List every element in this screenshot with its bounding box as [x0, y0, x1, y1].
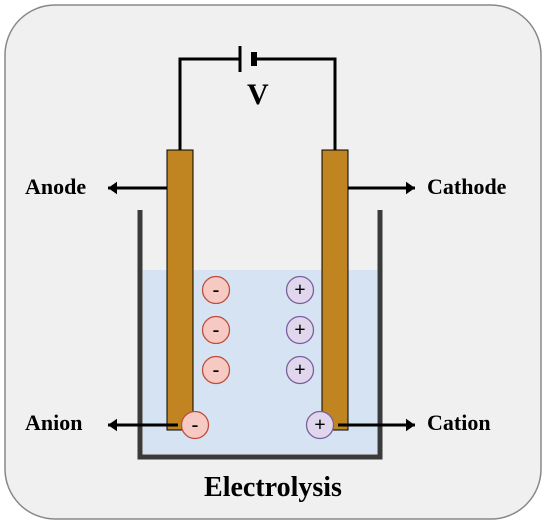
electrolysis-diagram: - - - - + + + + Anode Cathode Anion Cation V El…	[0, 0, 546, 524]
anion-ion-1-sign: -	[213, 319, 220, 341]
cation-ion-1-sign: +	[294, 319, 305, 341]
anode-label: Anode	[25, 174, 86, 200]
diagram-svg: - - - - + + + +	[0, 0, 546, 524]
cathode-label: Cathode	[427, 174, 506, 200]
anion-label: Anion	[25, 410, 82, 436]
cation-ion-2-sign: +	[294, 359, 305, 381]
anode-electrode	[167, 150, 193, 430]
anion-ion-0-sign: -	[213, 279, 220, 301]
cation-ion-3-sign: +	[314, 414, 325, 436]
voltage-label: V	[247, 78, 269, 112]
diagram-title: Electrolysis	[0, 472, 546, 504]
anion-ion-3-sign: -	[192, 414, 199, 436]
cation-label: Cation	[427, 410, 491, 436]
cathode-electrode	[322, 150, 348, 430]
cation-ion-0-sign: +	[294, 279, 305, 301]
anion-ion-2-sign: -	[213, 359, 220, 381]
